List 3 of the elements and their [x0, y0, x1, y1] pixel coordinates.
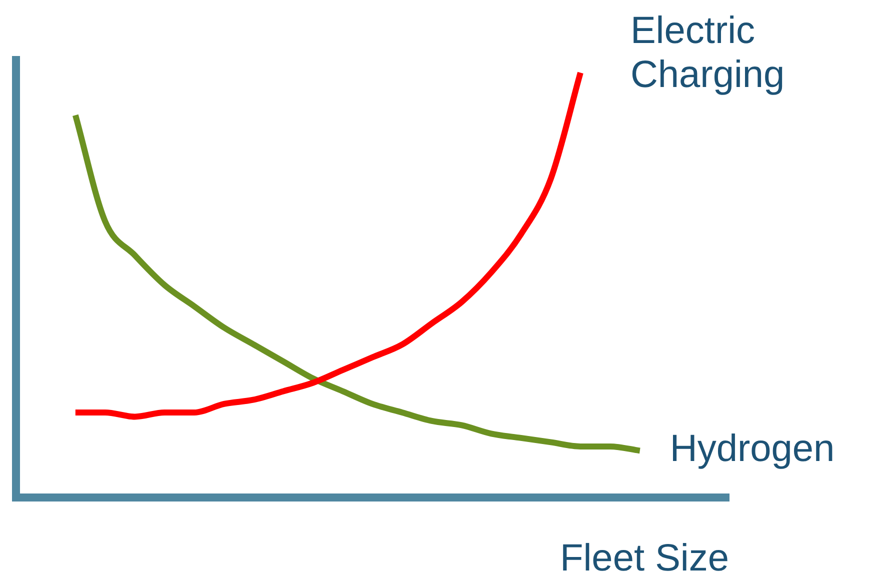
series-label: Electric Charging [630, 10, 785, 96]
series-label: Hydrogen [670, 428, 835, 470]
x-axis-title: Fleet Size [560, 538, 729, 580]
